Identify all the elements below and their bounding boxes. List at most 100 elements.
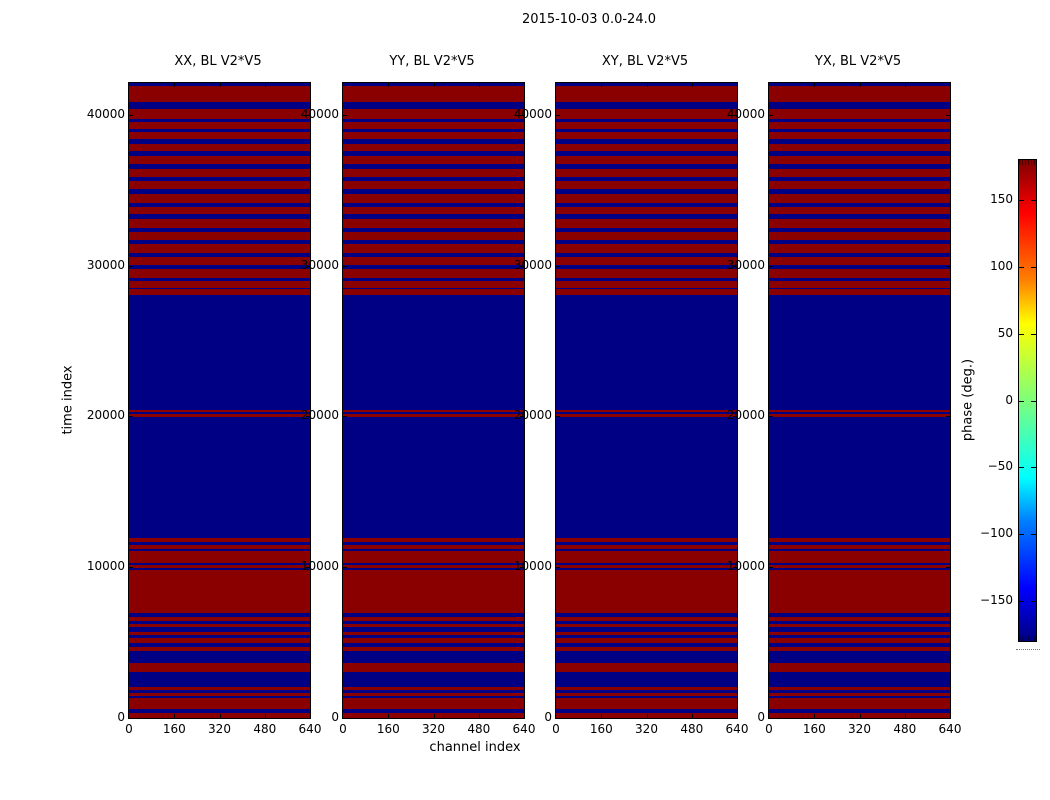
phase-band-negative: [556, 613, 737, 618]
y-tick-label: 40000: [726, 106, 765, 121]
x-tick-mark: [691, 714, 693, 718]
colorbar-tick-mark: [1019, 266, 1024, 268]
phase-band-negative: [556, 138, 737, 144]
x-tick-mark: [219, 714, 221, 718]
y-tick-mark: [306, 114, 310, 116]
phase-band-negative: [129, 118, 310, 122]
phase-band-negative: [556, 128, 737, 132]
x-tick-mark: [433, 83, 435, 87]
y-tick-label: 40000: [300, 106, 339, 121]
phase-band-negative: [769, 101, 950, 109]
phase-band-negative: [343, 118, 524, 122]
y-tick-label: 10000: [300, 559, 339, 574]
x-tick-label: 320: [848, 722, 871, 736]
phase-band-negative: [769, 635, 950, 639]
phase-band-negative: [769, 613, 950, 618]
colorbar-bottom-hatch: [1019, 636, 1036, 641]
phase-band-negative: [769, 227, 950, 232]
phase-band-negative: [769, 568, 950, 571]
x-tick-label: 480: [680, 722, 704, 736]
phase-band-negative: [556, 264, 737, 269]
colorbar: [1018, 159, 1037, 642]
x-tick-mark: [814, 714, 816, 718]
phase-band-negative: [343, 709, 524, 714]
x-tick-mark: [691, 83, 693, 87]
phase-band-negative: [556, 416, 737, 539]
y-tick-label: 20000: [86, 408, 125, 423]
phase-band-negative: [556, 150, 737, 156]
y-tick-mark: [946, 114, 950, 116]
figure-title: 2015-10-03 0.0-24.0: [522, 12, 656, 27]
phase-band-negative: [556, 627, 737, 633]
phase-band-negative: [129, 213, 310, 219]
phase-band-negative: [769, 188, 950, 194]
phase-band-negative: [129, 264, 310, 269]
y-tick-mark: [343, 567, 347, 569]
x-tick-label: 160: [376, 722, 400, 736]
x-tick-label: 0: [552, 722, 560, 736]
phase-band-negative: [769, 150, 950, 156]
y-tick-mark: [769, 567, 773, 569]
phase-band-negative: [556, 101, 737, 109]
colorbar-tick-label: 50: [997, 325, 1013, 340]
x-tick-label: 320: [422, 722, 445, 736]
phase-band-negative: [769, 542, 950, 546]
phase-band-negative: [769, 202, 950, 207]
phase-band-negative: [343, 213, 524, 219]
phase-band-negative: [343, 294, 524, 411]
phase-band-negative: [129, 252, 310, 257]
y-tick-label: 0: [117, 710, 125, 724]
phase-band-negative: [556, 643, 737, 648]
phase-band-negative: [769, 709, 950, 714]
x-tick-mark: [174, 714, 176, 718]
phase-band-negative: [769, 549, 950, 552]
phase-band-negative: [343, 239, 524, 244]
phase-band-negative: [343, 202, 524, 207]
y-axis-label: time index: [60, 365, 76, 435]
phase-band-negative: [769, 264, 950, 269]
phase-band-negative: [343, 101, 524, 109]
phase-band-negative: [343, 176, 524, 181]
phase-band-negative: [343, 412, 524, 415]
phase-band-negative: [556, 252, 737, 257]
x-tick-mark: [264, 714, 266, 718]
x-tick-label: 0: [125, 722, 133, 736]
heatmap-panel-xx: [128, 82, 311, 719]
y-tick-mark: [733, 114, 737, 116]
phase-band-negative: [343, 627, 524, 633]
phase-band-negative: [769, 128, 950, 132]
phase-band-negative: [769, 213, 950, 219]
heatmap-panel-yx: [768, 82, 951, 719]
y-tick-mark: [520, 567, 524, 569]
phase-band-negative: [129, 549, 310, 552]
x-tick-label: 320: [635, 722, 658, 736]
phase-band-negative: [769, 118, 950, 122]
y-tick-label: 20000: [513, 408, 552, 423]
y-tick-mark: [556, 416, 560, 418]
phase-band-negative: [556, 709, 737, 714]
colorbar-tick-label: −150: [980, 592, 1013, 607]
phase-band-negative: [769, 412, 950, 415]
phase-band-negative: [343, 672, 524, 688]
phase-band-negative: [769, 627, 950, 633]
phase-band-negative: [556, 672, 737, 688]
colorbar-tick-mark: [1031, 200, 1036, 202]
colorbar-axis-label: phase (deg.): [960, 358, 976, 442]
phase-band-negative: [556, 176, 737, 181]
phase-band-negative: [556, 542, 737, 546]
y-tick-mark: [306, 416, 310, 418]
phase-band-negative: [769, 672, 950, 688]
y-tick-mark: [520, 114, 524, 116]
phase-band-negative: [343, 138, 524, 144]
phase-band-negative: [769, 416, 950, 539]
phase-band-negative: [343, 277, 524, 281]
phase-band-negative: [129, 188, 310, 194]
phase-band-negative: [129, 412, 310, 415]
x-tick-mark: [264, 83, 266, 87]
phase-band-negative: [769, 163, 950, 169]
y-tick-label: 10000: [513, 559, 552, 574]
y-tick-mark: [946, 265, 950, 267]
phase-band-negative: [556, 412, 737, 415]
x-tick-mark: [904, 714, 906, 718]
colorbar-tick-mark: [1031, 333, 1036, 335]
